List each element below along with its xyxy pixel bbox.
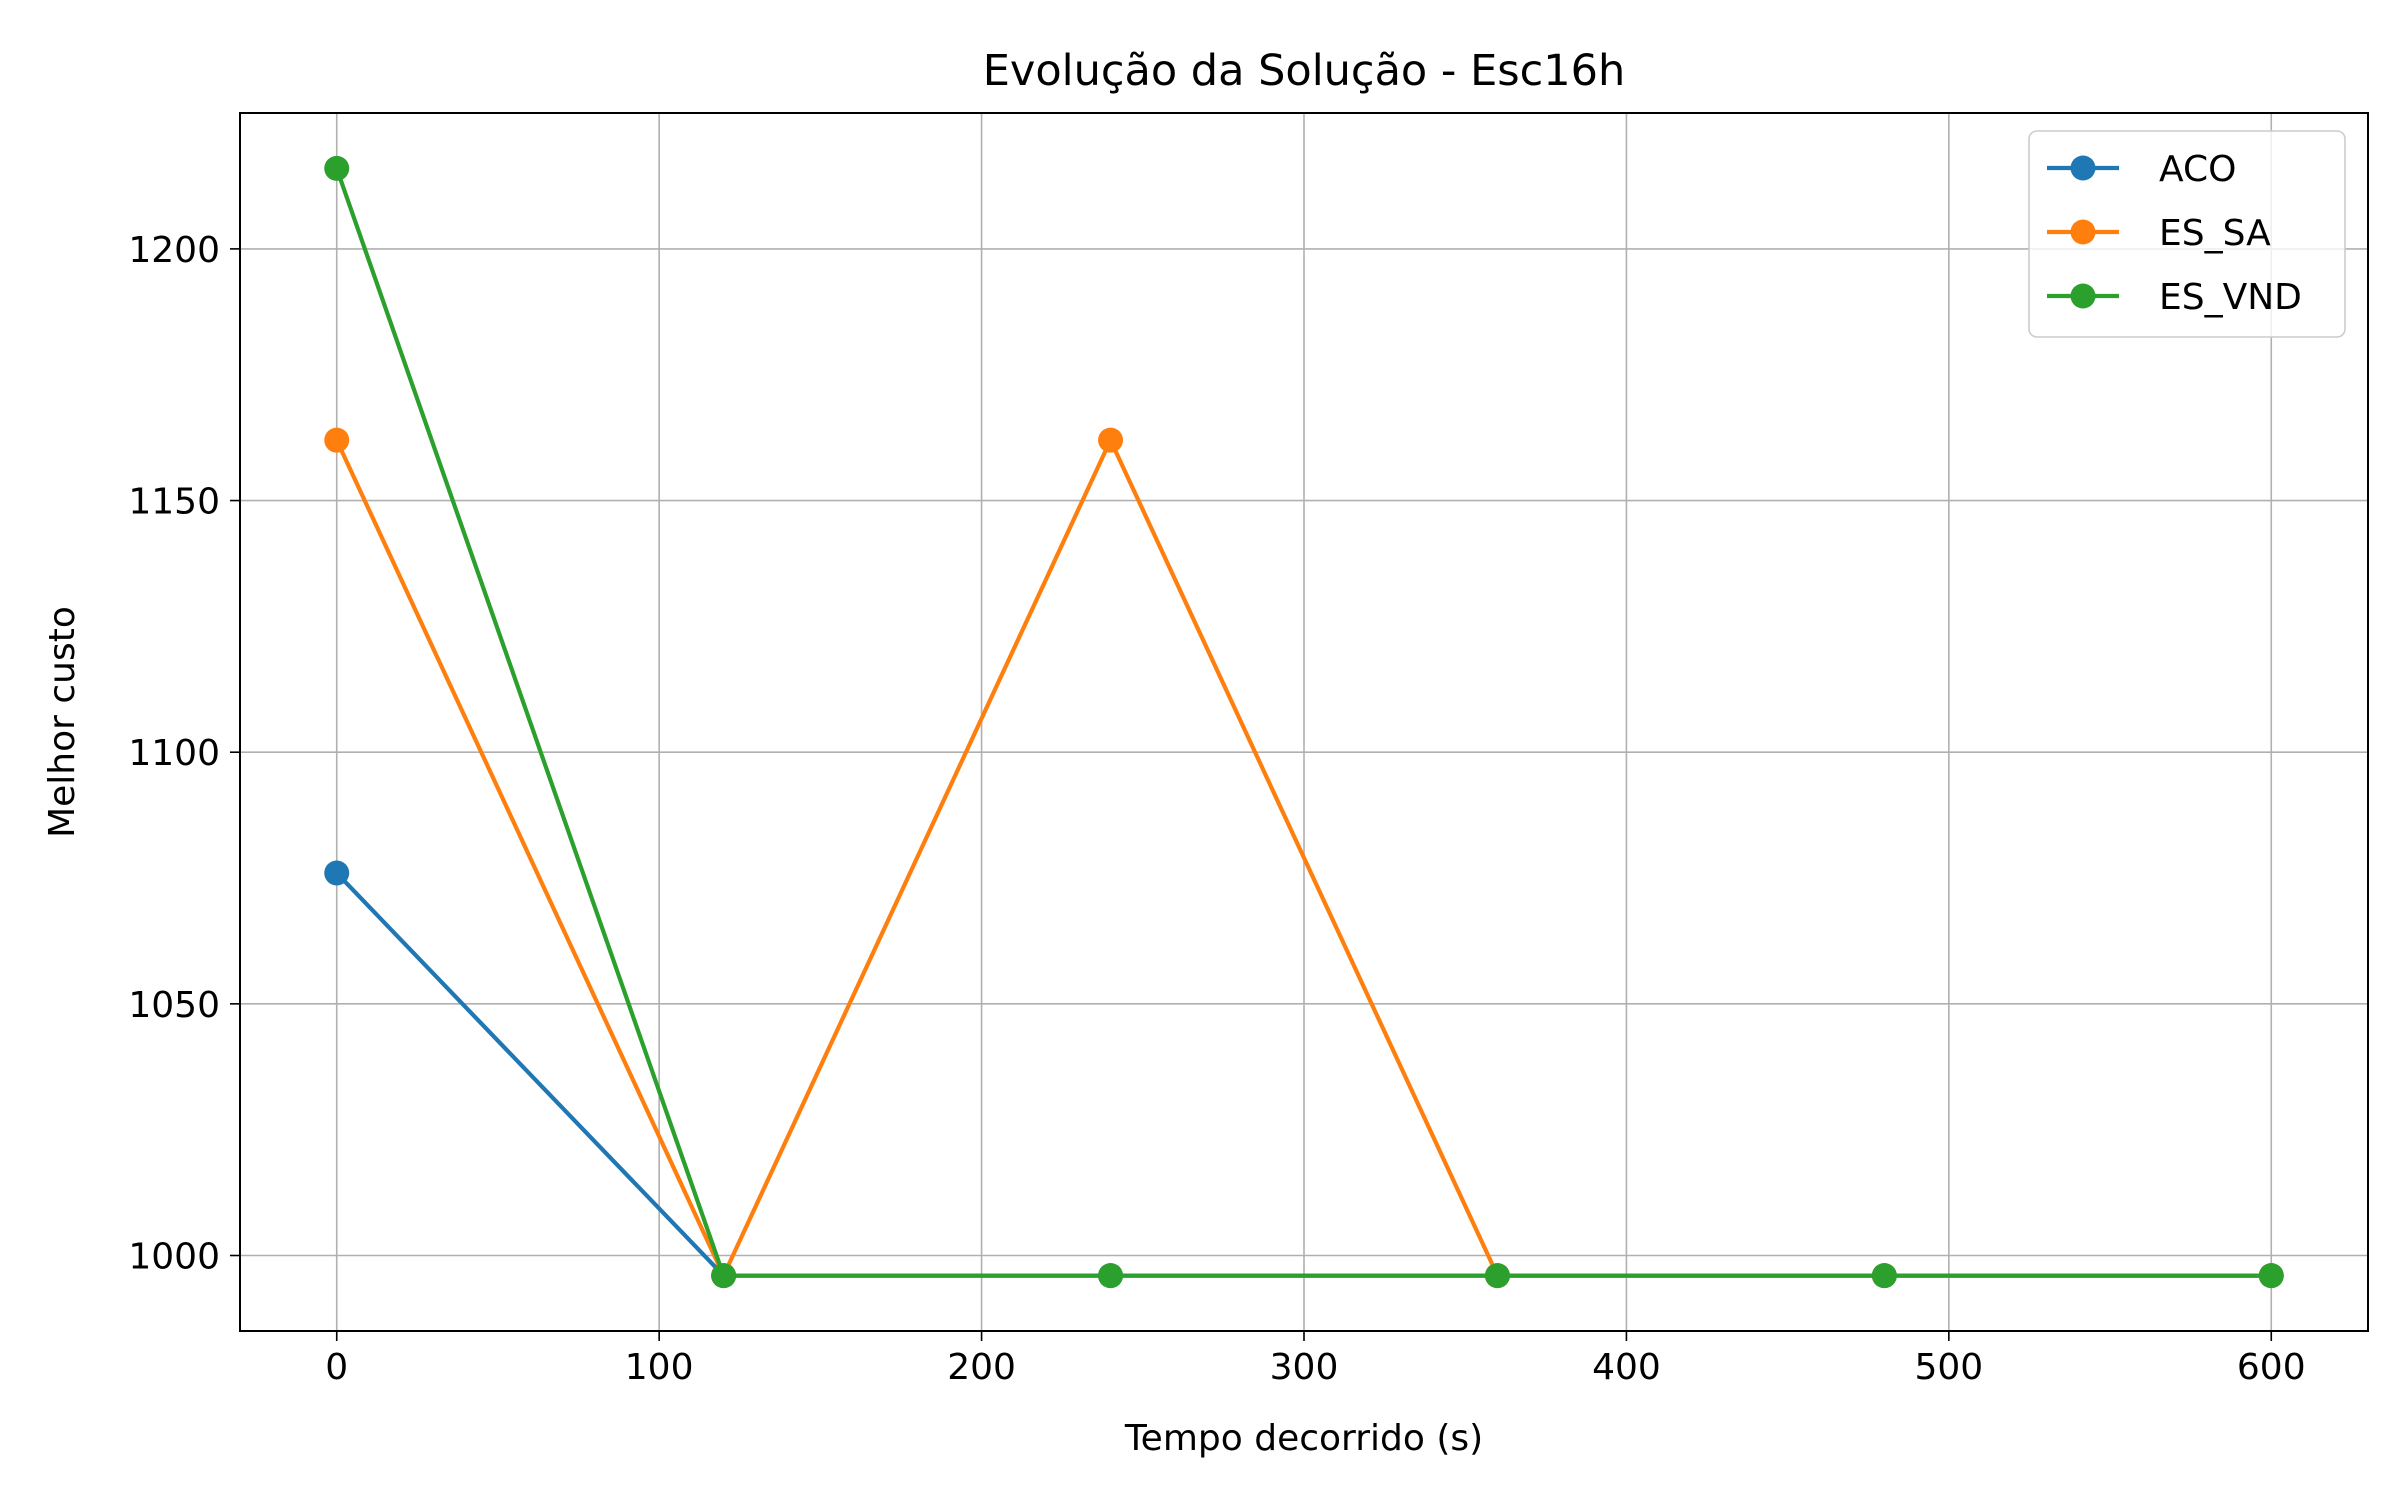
legend-item: ACO [2047,149,2236,190]
data-point [1098,1263,1124,1289]
data-point [711,1263,737,1289]
x-tick-label: 0 [325,1347,348,1388]
y-tick-label: 1100 [128,733,220,774]
series-es-vnd [324,155,2284,1289]
series-group [324,155,2284,1289]
y-axis-label: Melhor custo [42,606,83,838]
x-tick-label: 500 [1914,1347,1983,1388]
y-tick-label: 1150 [128,482,220,523]
legend-label: ES_SA [2159,213,2271,254]
legend-marker [2070,219,2096,245]
data-point [1098,427,1124,453]
legend-marker [2070,283,2096,309]
data-point [324,860,350,886]
data-point [1484,1263,1510,1289]
series-line [334,167,2272,1278]
chart-title: Evolução da Solução - Esc16h [983,46,1626,96]
legend-item: ES_SA [2047,213,2271,254]
x-tick-label: 300 [1270,1347,1339,1388]
data-point [1871,1263,1897,1289]
legend: ACO ES_SA ES_VND [2028,130,2346,338]
legend-label: ES_VND [2159,277,2302,318]
x-tick-label: 400 [1592,1347,1661,1388]
y-tick-label: 1000 [128,1237,220,1278]
legend-marker [2070,155,2096,181]
legend-box [2028,130,2346,338]
legend-label: ACO [2159,149,2236,190]
data-point [324,427,350,453]
x-tick-label: 100 [625,1347,694,1388]
legend-item: ES_VND [2047,277,2302,318]
axis-ticks: 0 100 200 300 400 500 600 1000 1050 1100 1150 1200 [128,230,2305,1388]
data-point [2258,1263,2284,1289]
x-tick-label: 600 [2237,1347,2306,1388]
data-point [324,155,350,181]
x-tick-label: 200 [947,1347,1016,1388]
y-tick-label: 1050 [128,985,220,1026]
y-tick-label: 1200 [128,230,220,271]
x-axis-label: Tempo decorrido (s) [1124,1418,1483,1459]
